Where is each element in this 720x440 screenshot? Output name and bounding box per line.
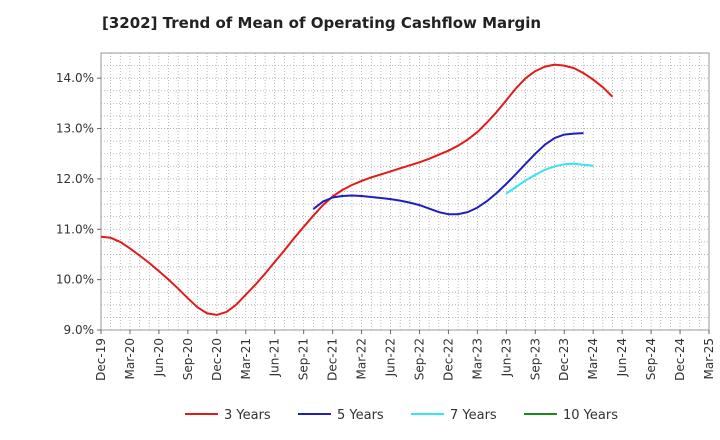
x-axis-ticks: Dec-19 Mar-20 Jun-20 Sep-20 Dec-20 Mar-21 Jun-… <box>94 330 716 381</box>
legend-label-10-years: 10 Years <box>563 408 618 423</box>
x-tick-label: Jun-20 <box>152 338 166 377</box>
legend: 3 Years 5 Years 7 Years 10 Years <box>185 408 618 423</box>
x-tick-label: Dec-22 <box>441 338 455 381</box>
x-tick-label: Dec-21 <box>326 338 340 381</box>
y-tick-label: 10.0% <box>56 273 94 287</box>
y-axis-ticks: 9.0% 10.0% 11.0% 12.0% 13.0% 14.0% <box>56 71 101 337</box>
x-tick-label: Sep-20 <box>181 338 195 380</box>
y-tick-label: 13.0% <box>56 122 94 136</box>
legend-label-3-years: 3 Years <box>224 408 271 423</box>
x-tick-label: Jun-21 <box>268 338 282 377</box>
chart-title: [3202] Trend of Mean of Operating Cashfl… <box>102 14 542 32</box>
legend-label-5-years: 5 Years <box>337 408 384 423</box>
plot-frame <box>100 52 710 331</box>
x-tick-label: Sep-22 <box>412 338 426 380</box>
x-tick-label: Dec-19 <box>94 338 108 381</box>
y-tick-label: 12.0% <box>56 172 94 186</box>
x-tick-label: Jun-23 <box>499 338 513 377</box>
x-tick-label: Sep-23 <box>528 338 542 380</box>
y-tick-label: 14.0% <box>56 71 94 85</box>
x-tick-label: Mar-24 <box>586 338 600 379</box>
x-tick-label: Dec-24 <box>673 338 687 381</box>
x-tick-label: Mar-20 <box>123 338 137 379</box>
x-tick-label: Dec-23 <box>557 338 571 381</box>
x-tick-label: Dec-20 <box>210 338 224 381</box>
x-tick-label: Mar-25 <box>702 338 716 379</box>
y-tick-label: 9.0% <box>64 323 95 337</box>
series-line-5-years <box>312 132 584 216</box>
series-line-3-years <box>100 63 614 316</box>
x-tick-label: Mar-23 <box>470 338 484 379</box>
legend-label-7-years: 7 Years <box>450 408 497 423</box>
x-tick-label: Mar-22 <box>355 338 369 379</box>
y-tick-label: 11.0% <box>56 222 94 236</box>
x-tick-label: Mar-21 <box>239 338 253 379</box>
x-tick-label: Sep-24 <box>644 338 658 380</box>
x-tick-label: Jun-24 <box>615 338 629 377</box>
grid-lines <box>100 52 710 331</box>
x-tick-label: Jun-22 <box>384 338 398 377</box>
series-lines <box>100 63 614 316</box>
x-tick-label: Sep-21 <box>297 338 311 380</box>
series-line-7-years <box>505 162 594 195</box>
